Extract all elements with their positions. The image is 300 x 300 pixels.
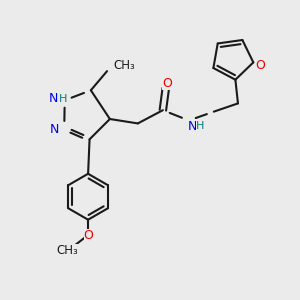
Text: N: N <box>188 120 197 133</box>
Text: H: H <box>196 122 205 131</box>
Text: H: H <box>59 94 67 104</box>
Text: O: O <box>255 59 265 72</box>
Text: O: O <box>84 229 94 242</box>
Text: N: N <box>49 92 58 105</box>
Text: N: N <box>50 123 59 136</box>
Text: O: O <box>162 77 172 90</box>
Text: CH₃: CH₃ <box>57 244 78 257</box>
Text: CH₃: CH₃ <box>113 59 135 72</box>
